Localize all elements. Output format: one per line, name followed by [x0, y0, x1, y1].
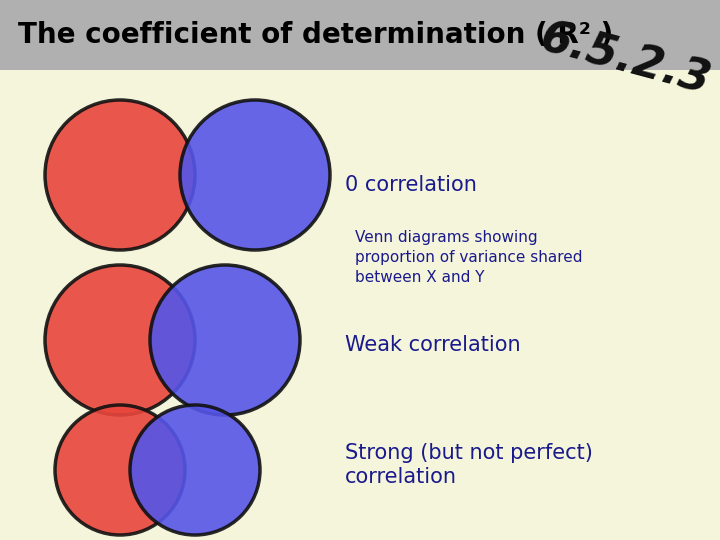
Text: The coefficient of determination ( R² ): The coefficient of determination ( R² )	[18, 21, 613, 49]
Circle shape	[55, 405, 185, 535]
Circle shape	[180, 100, 330, 250]
Text: Weak correlation: Weak correlation	[345, 335, 521, 355]
Text: Strong (but not perfect)
correlation: Strong (but not perfect) correlation	[345, 443, 593, 487]
Circle shape	[130, 405, 260, 535]
Text: Venn diagrams showing
proportion of variance shared
between X and Y: Venn diagrams showing proportion of vari…	[355, 230, 582, 285]
Bar	[0, 0, 720, 70]
Circle shape	[45, 100, 195, 250]
Circle shape	[45, 265, 195, 415]
Text: 6.5.2.3: 6.5.2.3	[535, 16, 715, 103]
Text: 0 correlation: 0 correlation	[345, 175, 477, 195]
Circle shape	[150, 265, 300, 415]
